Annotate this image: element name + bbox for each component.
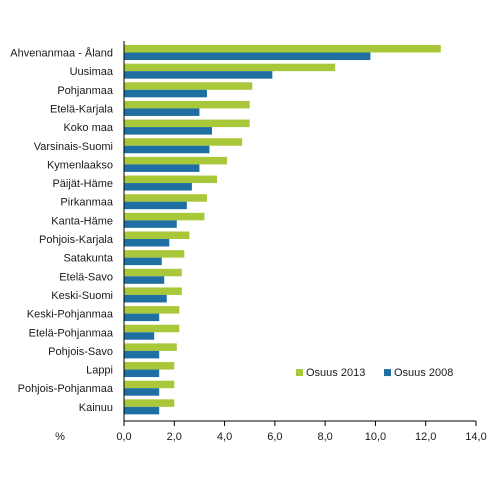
category-label: Uusimaa	[70, 66, 114, 78]
bar-series2-2	[124, 89, 207, 98]
bar-series1-5	[124, 138, 243, 146]
category-label: Etelä-Karjala	[50, 103, 114, 115]
bar-series2-16	[124, 350, 160, 359]
category-label: Etelä-Pohjanmaa	[29, 327, 114, 339]
category-label: Kanta-Häme	[51, 215, 113, 227]
category-label: Keski-Suomi	[51, 290, 113, 302]
bar-series2-4	[124, 127, 212, 135]
legend-swatch-series2	[384, 369, 391, 377]
unit-label: %	[55, 431, 65, 443]
legend-label-series1: Osuus 2013	[306, 367, 365, 379]
bar-series1-6	[124, 156, 228, 165]
bar-series2-13	[124, 294, 167, 303]
bar-series1-14	[124, 306, 180, 314]
category-label: Pohjois-Pohjanmaa	[18, 383, 114, 395]
bar-series2-10	[124, 239, 170, 247]
category-label: Pohjanmaa	[57, 85, 114, 97]
bar-series1-0	[124, 45, 441, 53]
category-label: Etelä-Savo	[59, 271, 113, 283]
bar-series2-11	[124, 257, 162, 266]
bar-series2-19	[124, 406, 160, 415]
bar-series2-9	[124, 220, 177, 228]
bar-series2-18	[124, 388, 160, 396]
x-tick-label: 0,0	[116, 431, 131, 443]
bar-series1-12	[124, 268, 182, 277]
bar-series1-1	[124, 63, 336, 72]
bar-series2-6	[124, 164, 200, 172]
bar-series2-12	[124, 276, 165, 284]
bar-series1-15	[124, 324, 180, 333]
x-tick-label: 4,0	[217, 431, 232, 443]
x-tick-label: 2,0	[167, 431, 182, 443]
bar-series2-1	[124, 71, 273, 79]
bar-series1-16	[124, 343, 177, 351]
category-label: Satakunta	[63, 253, 113, 265]
bar-series2-17	[124, 369, 160, 378]
category-label: Koko maa	[63, 122, 113, 134]
category-label: Pohjois-Savo	[48, 346, 113, 358]
bar-series2-5	[124, 145, 210, 154]
x-tick-label: 8,0	[317, 431, 332, 443]
bar-series1-10	[124, 231, 190, 239]
bar-series1-18	[124, 380, 175, 389]
bar-series1-3	[124, 100, 250, 109]
bar-series2-15	[124, 332, 155, 340]
bar-series1-4	[124, 119, 250, 128]
bar-series1-8	[124, 194, 207, 202]
bar-series1-11	[124, 250, 185, 258]
bar-series2-7	[124, 183, 192, 191]
x-tick-label: 14,0	[465, 431, 486, 443]
category-label: Kymenlaakso	[47, 159, 113, 171]
category-label: Kainuu	[79, 402, 113, 414]
bar-series1-7	[124, 175, 218, 184]
legend-label-series2: Osuus 2008	[394, 367, 453, 379]
bar-series1-17	[124, 362, 175, 370]
category-label: Keski-Pohjanmaa	[27, 309, 114, 321]
category-label: Lappi	[86, 365, 113, 377]
category-label: Päijät-Häme	[52, 178, 113, 190]
bar-series2-3	[124, 108, 200, 116]
category-label: Varsinais-Suomi	[34, 141, 113, 153]
category-label: Ahvenanmaa - Åland	[10, 47, 113, 60]
legend-swatch-series1	[296, 369, 303, 377]
x-tick-label: 10,0	[365, 431, 386, 443]
category-label: Pohjois-Karjala	[39, 234, 114, 246]
bar-series2-0	[124, 52, 371, 60]
x-tick-label: 6,0	[267, 431, 282, 443]
bar-series1-9	[124, 212, 205, 221]
x-tick-label: 12,0	[415, 431, 436, 443]
bar-series1-13	[124, 287, 182, 295]
bar-series2-14	[124, 313, 160, 322]
bar-series1-19	[124, 399, 175, 407]
bar-series2-8	[124, 201, 187, 210]
bar-series1-2	[124, 82, 253, 90]
category-label: Pirkanmaa	[60, 197, 113, 209]
